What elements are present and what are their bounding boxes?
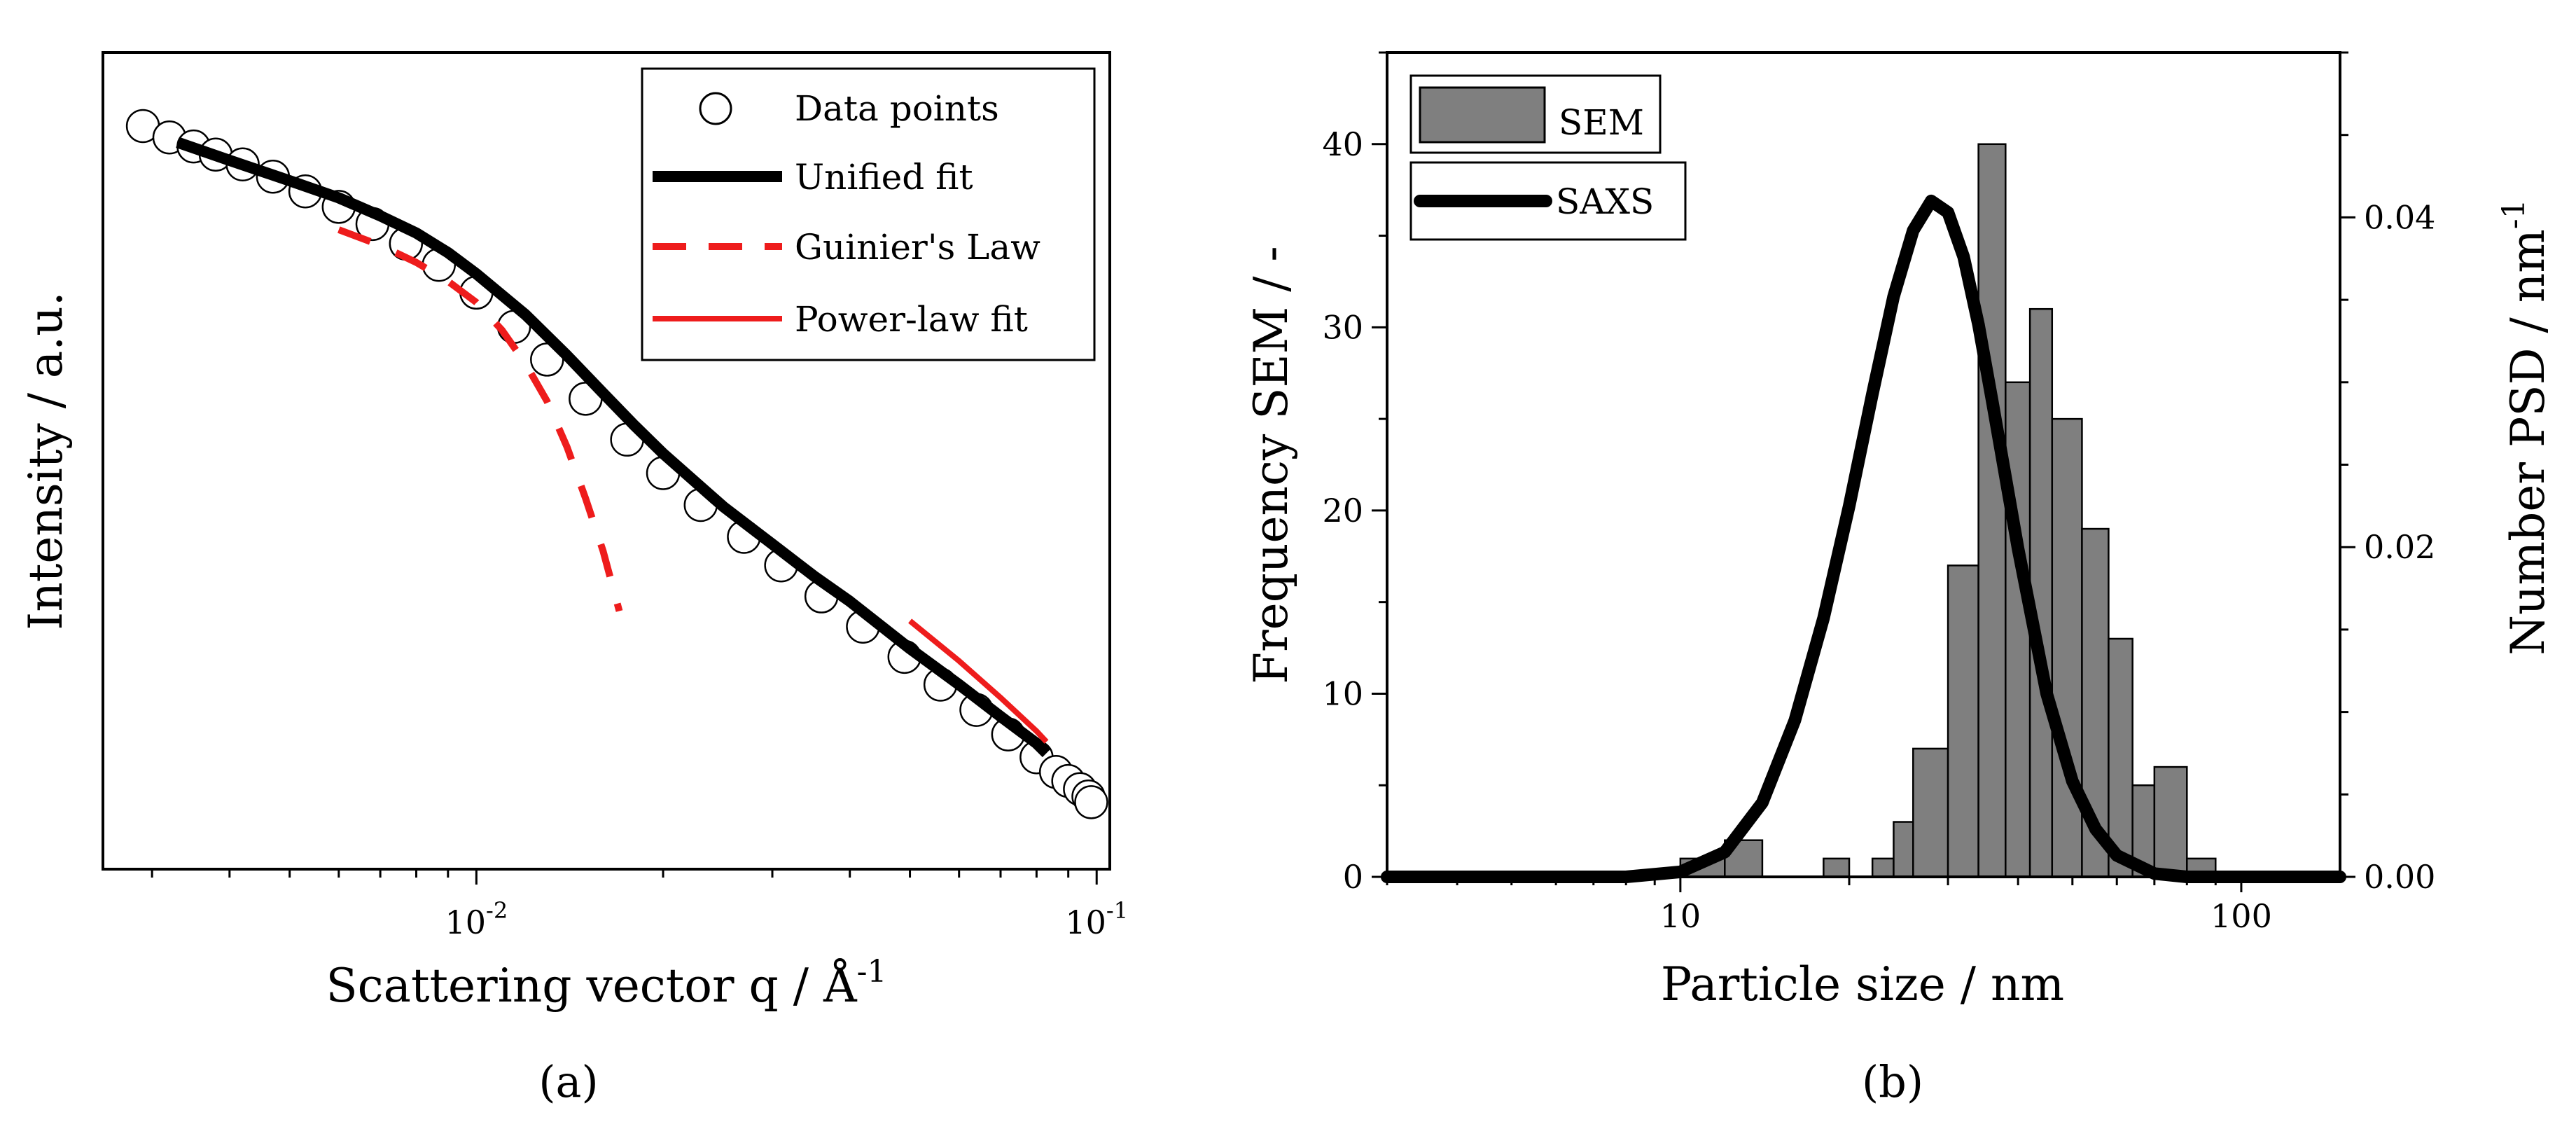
sem-histogram-bar	[2028, 307, 2054, 878]
sem-histogram-bar	[2005, 381, 2031, 878]
legend-saxs-label: SAXS	[1556, 181, 1654, 222]
panel-a-x-ticks: 10-2 10-1	[151, 869, 1128, 941]
power-law-fit-line	[908, 618, 1049, 744]
left-y-tick-label: 10	[1322, 674, 1363, 712]
x-tick-label: 10	[1660, 897, 1701, 935]
x-tick-label: 10-1	[1065, 897, 1128, 941]
panel-b-right-y-axis-title: Number PSD / nm-1	[2496, 199, 2555, 655]
sem-histogram-bar	[1912, 747, 1949, 878]
panel-a-legend: Data points Unified fit Guinier's Law Po…	[641, 67, 1096, 361]
sem-histogram-bar	[1823, 857, 1851, 878]
panel-b-caption: (b)	[1862, 1056, 1923, 1107]
guinier-law-line	[337, 226, 623, 612]
sem-histogram-bar	[1947, 564, 1979, 878]
x-tick-label: 10-2	[445, 897, 508, 941]
left-y-tick-label: 30	[1322, 308, 1363, 346]
legend-sem-swatch	[1419, 86, 1546, 144]
left-y-tick-label: 20	[1322, 492, 1363, 529]
legend-data-points-label: Data points	[795, 88, 999, 129]
panel-b-left-y-ticks: 0 10 20 30 40	[1322, 51, 1387, 896]
right-y-tick-label: 0.04	[2364, 198, 2435, 236]
legend-power-law-label: Power-law fit	[795, 299, 1028, 340]
legend-sem-label: SEM	[1559, 102, 1644, 143]
x-tick-label: 100	[2211, 897, 2272, 935]
right-y-tick-label: 0.00	[2364, 858, 2435, 896]
data-point	[1074, 785, 1108, 819]
panel-a-plot-marks	[125, 109, 1108, 819]
x-tick-label-base: 10	[1065, 903, 1106, 941]
sem-histogram-bar	[1893, 821, 1914, 878]
panel-b-left-y-axis-title: Frequency SEM / -	[1244, 246, 1298, 684]
saxs-psd-curve	[1381, 194, 2346, 883]
sem-histogram-bar	[2051, 417, 2083, 878]
panel-a-x-axis-title: Scattering vector q / Å-1	[326, 954, 886, 1013]
left-y-tick-label: 0	[1343, 858, 1363, 896]
legend-data-points-marker	[699, 92, 732, 125]
panel-b-chart: 10 100 0 10 20 30 40 0.00 0.02 0.04 Frequency S…	[1244, 51, 2555, 1107]
sem-histogram-bar	[1977, 143, 2007, 878]
sem-histogram-bar	[2153, 766, 2188, 878]
unified-fit-line	[176, 137, 1051, 758]
panel-b-x-axis-title: Particle size / nm	[1661, 957, 2064, 1011]
panel-b-plot-marks	[1381, 143, 2346, 883]
panel-a-plot-frame	[102, 51, 1111, 871]
x-tick-label-exp: -1	[1106, 897, 1128, 924]
sem-histogram-bar	[2108, 637, 2133, 878]
legend-guinier-label: Guinier's Law	[795, 227, 1040, 268]
left-y-tick-label: 40	[1322, 125, 1363, 163]
legend-unified-fit-label: Unified fit	[795, 157, 973, 198]
right-y-tick-label: 0.02	[2364, 528, 2435, 566]
x-tick-label-base: 10	[445, 903, 486, 941]
panel-b-legend: SEM SAXS	[1409, 74, 1687, 241]
panel-a-caption: (a)	[538, 1056, 598, 1107]
sem-histogram-bar	[1871, 857, 1895, 878]
panel-a-chart: 10-2 10-1 Intensity / a.u. Scattering vec…	[19, 51, 1128, 1107]
panel-b-right-y-ticks: 0.00 0.02 0.04	[2340, 51, 2435, 896]
panel-b-x-ticks: 10 100	[1386, 877, 2272, 935]
x-tick-label-exp: -2	[486, 897, 508, 924]
panel-a-y-axis-title: Intensity / a.u.	[19, 291, 73, 630]
